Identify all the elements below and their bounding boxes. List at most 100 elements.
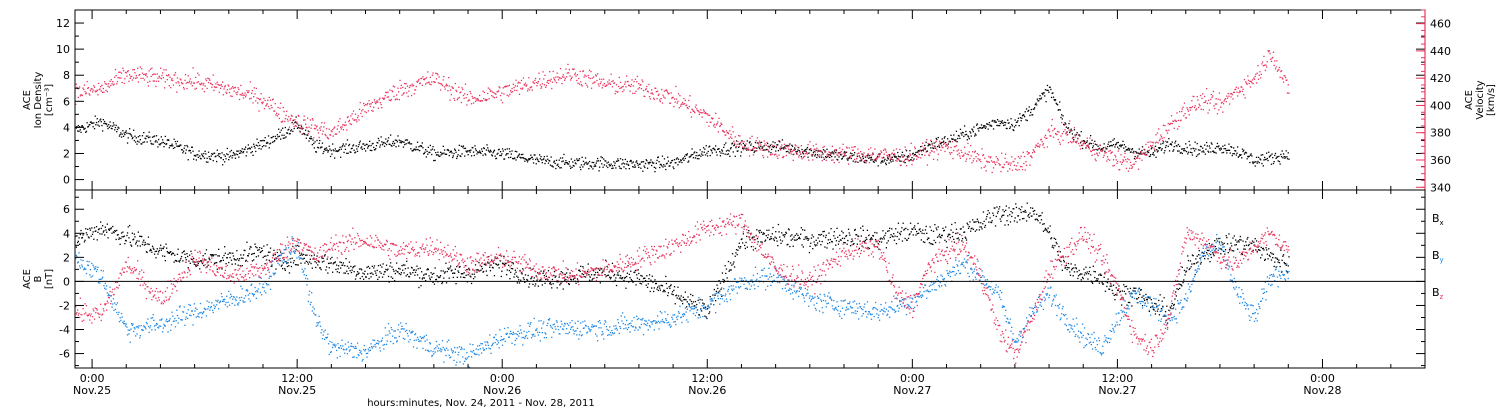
data-point xyxy=(316,139,318,142)
data-point xyxy=(399,79,401,82)
data-point xyxy=(967,135,969,137)
data-point xyxy=(857,235,859,237)
data-point xyxy=(176,91,178,93)
data-point xyxy=(804,148,806,151)
data-point xyxy=(170,145,172,147)
data-point xyxy=(1036,145,1038,148)
data-point xyxy=(284,126,286,129)
data-point xyxy=(1004,157,1006,159)
data-point xyxy=(876,246,879,248)
data-point xyxy=(1033,150,1035,152)
data-point xyxy=(1206,88,1208,90)
data-point xyxy=(590,166,593,168)
data-point xyxy=(102,87,104,90)
data-point xyxy=(425,156,427,158)
data-point xyxy=(568,163,570,165)
data-point xyxy=(974,151,976,153)
data-point xyxy=(1197,106,1200,109)
data-point xyxy=(329,134,332,136)
data-point xyxy=(541,159,543,161)
data-point xyxy=(511,87,513,90)
data-point xyxy=(147,85,150,87)
data-point xyxy=(822,156,825,159)
data-point xyxy=(1092,147,1094,149)
data-point xyxy=(505,263,507,265)
data-point xyxy=(580,164,583,166)
data-point xyxy=(428,81,430,83)
data-point xyxy=(222,257,224,259)
data-point xyxy=(520,87,522,90)
data-point xyxy=(1280,70,1283,72)
data-point xyxy=(329,262,331,264)
data-point xyxy=(1226,97,1229,99)
data-point xyxy=(443,75,445,78)
data-point xyxy=(724,153,726,155)
data-point xyxy=(346,265,349,267)
data-point xyxy=(106,123,108,125)
data-point xyxy=(1275,157,1277,160)
data-point xyxy=(125,72,127,74)
data-point xyxy=(302,127,304,129)
data-point xyxy=(259,247,261,249)
data-point xyxy=(105,122,107,125)
data-point xyxy=(366,266,368,269)
data-point xyxy=(1073,139,1075,141)
data-point xyxy=(682,296,684,298)
data-point xyxy=(648,96,651,98)
data-point xyxy=(135,75,137,77)
data-point xyxy=(409,143,411,145)
data-point xyxy=(543,271,545,273)
data-point xyxy=(219,84,221,86)
data-point xyxy=(394,99,396,101)
data-point xyxy=(715,124,717,126)
data-point xyxy=(885,232,887,234)
data-point xyxy=(807,156,809,158)
data-point xyxy=(419,277,421,279)
data-point xyxy=(843,151,846,153)
data-point xyxy=(400,273,402,276)
data-point xyxy=(748,155,751,157)
data-point xyxy=(1241,86,1243,88)
data-point xyxy=(441,153,444,155)
data-point xyxy=(641,79,643,81)
data-point xyxy=(116,229,118,232)
data-point xyxy=(402,141,404,143)
data-point xyxy=(931,143,933,145)
data-point xyxy=(817,155,819,157)
data-point xyxy=(187,75,189,77)
data-point xyxy=(651,275,653,277)
data-point xyxy=(99,233,101,235)
data-point xyxy=(1262,154,1264,156)
data-point xyxy=(205,249,208,251)
data-point xyxy=(515,271,517,273)
data-point xyxy=(746,235,748,238)
data-point xyxy=(960,149,962,152)
data-point xyxy=(402,93,405,95)
data-point xyxy=(408,90,410,92)
data-point xyxy=(767,142,769,145)
data-point xyxy=(814,148,816,150)
data-point xyxy=(372,110,374,112)
data-point xyxy=(179,78,181,80)
data-point xyxy=(784,147,786,149)
data-point xyxy=(323,126,325,128)
data-point xyxy=(162,72,164,74)
data-point xyxy=(501,148,504,150)
data-point xyxy=(400,87,402,89)
data-point xyxy=(717,291,719,293)
data-point xyxy=(553,160,556,162)
data-point xyxy=(119,133,121,136)
data-point xyxy=(660,163,662,166)
data-point xyxy=(706,121,708,123)
data-point xyxy=(752,146,755,148)
data-point xyxy=(970,230,972,232)
data-point xyxy=(1285,150,1287,152)
data-point xyxy=(538,72,540,74)
data-point xyxy=(887,158,889,160)
data-point xyxy=(464,83,467,85)
data-point xyxy=(171,78,173,80)
data-point xyxy=(835,240,838,242)
data-point xyxy=(964,134,966,136)
data-point xyxy=(1128,159,1130,161)
data-point xyxy=(436,154,438,156)
